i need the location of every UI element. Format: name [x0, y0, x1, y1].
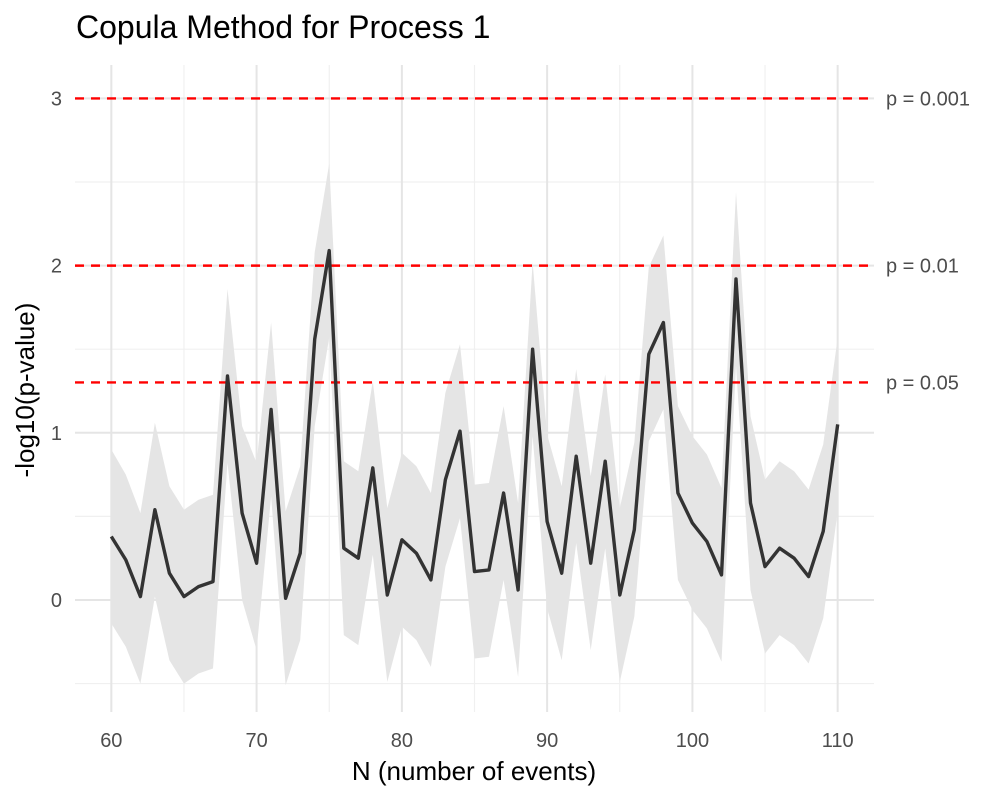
y-tick-label: 0 — [51, 590, 62, 612]
y-tick-label: 2 — [51, 256, 62, 278]
x-axis-ticks: 60 70 80 90 100 110 — [100, 730, 853, 752]
x-tick-label: 80 — [391, 730, 413, 752]
reference-line-label: p = 0.01 — [886, 256, 959, 278]
chart-title: Copula Method for Process 1 — [76, 9, 490, 45]
series-line — [109, 248, 840, 600]
reference-line-label: p = 0.05 — [886, 372, 959, 394]
series-line-layer — [109, 248, 840, 600]
reference-line-label: p = 0.001 — [886, 88, 970, 110]
x-tick-label: 70 — [245, 730, 267, 752]
confidence-band — [111, 163, 838, 686]
confidence-band-area — [111, 163, 838, 686]
y-axis-title: -log10(p-value) — [10, 303, 40, 478]
x-tick-label: 60 — [100, 730, 122, 752]
x-axis-title: N (number of events) — [352, 756, 596, 786]
y-tick-label: 1 — [51, 423, 62, 445]
y-tick-label: 3 — [51, 88, 62, 110]
x-tick-label: 110 — [822, 730, 854, 752]
x-tick-label: 100 — [676, 730, 709, 752]
reference-lines: p = 0.001 p = 0.01 p = 0.05 — [75, 88, 970, 394]
y-axis-ticks: 0 1 2 3 — [51, 88, 62, 612]
x-tick-label: 90 — [536, 730, 558, 752]
